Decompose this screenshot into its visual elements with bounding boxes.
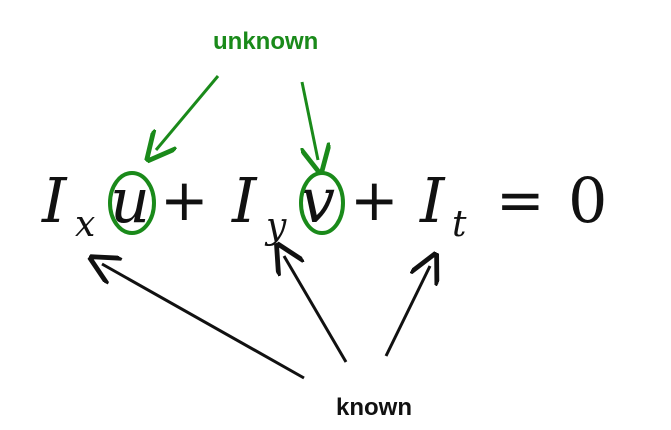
term-ix-subscript: x	[75, 204, 95, 245]
term-it-subscript: t	[452, 204, 467, 245]
equation-zero: 0	[568, 164, 607, 237]
term-ix-symbol: I	[41, 164, 68, 237]
equation: I x u + I y v + I t = 0	[41, 164, 607, 247]
term-it-symbol: I	[419, 164, 446, 237]
plus-operator-1: +	[160, 166, 209, 234]
term-iy-subscript: y	[264, 206, 287, 247]
equals-operator: =	[496, 166, 545, 234]
known-arrow-it	[384, 266, 430, 357]
known-arrow-iy	[284, 256, 348, 363]
u-highlight-circle	[108, 171, 156, 235]
term-iy-symbol: I	[231, 164, 258, 237]
unknown-arrow-v	[302, 81, 318, 160]
plus-operator-2: +	[350, 166, 399, 234]
known-arrow-ix	[102, 264, 305, 380]
unknown-arrow-u	[156, 75, 220, 150]
unknown-label: unknown	[213, 28, 319, 55]
known-label: known	[336, 394, 412, 421]
